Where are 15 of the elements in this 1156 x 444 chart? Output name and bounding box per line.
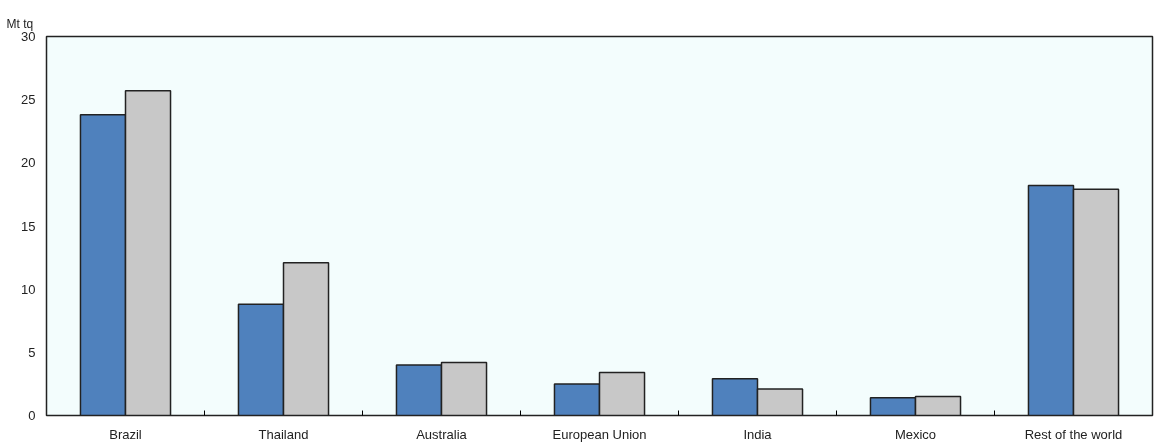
y-tick-label: 10 (21, 281, 36, 297)
y-tick-label: 15 (21, 218, 36, 234)
y-tick-label: 20 (21, 155, 36, 171)
x-tick-label: Rest of the world (1024, 426, 1123, 442)
x-tick-label: Brazil (109, 426, 142, 442)
y-tick-label: 30 (21, 29, 36, 44)
y-tick-label: 5 (28, 344, 36, 360)
x-tick-label: Australia (416, 426, 468, 442)
x-tick-label: European Union (552, 426, 647, 442)
x-tick-label: India (743, 426, 773, 442)
x-tick-label: Thailand (258, 426, 309, 442)
y-tick-label: 25 (21, 92, 36, 108)
y-tick-label: 0 (28, 408, 36, 423)
x-tick-label: Mexico (894, 426, 937, 442)
y-axis-title: Mt tq (6, 16, 34, 31)
